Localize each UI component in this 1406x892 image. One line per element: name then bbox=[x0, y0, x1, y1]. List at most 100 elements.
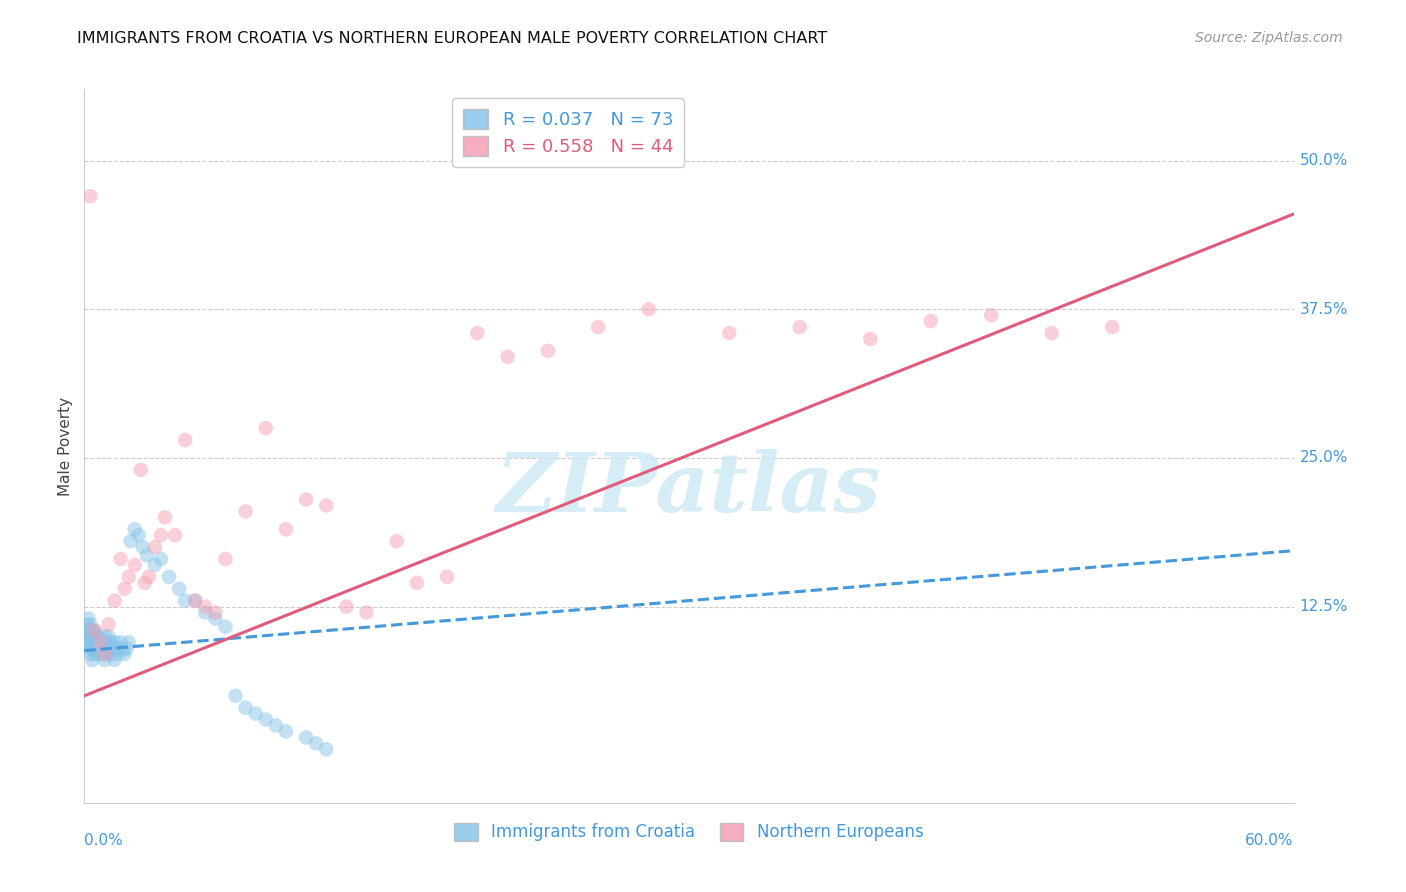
Point bbox=[114, 647, 136, 661]
Point bbox=[315, 742, 337, 756]
Point bbox=[104, 593, 127, 607]
Text: IMMIGRANTS FROM CROATIA VS NORTHERN EUROPEAN MALE POVERTY CORRELATION CHART: IMMIGRANTS FROM CROATIA VS NORTHERN EURO… bbox=[77, 31, 828, 46]
Point bbox=[295, 731, 318, 745]
Text: 60.0%: 60.0% bbox=[1246, 832, 1294, 847]
Point bbox=[83, 635, 105, 649]
Point bbox=[274, 522, 297, 536]
Point bbox=[274, 724, 297, 739]
Point bbox=[79, 647, 101, 661]
Point bbox=[75, 629, 97, 643]
Point bbox=[295, 492, 318, 507]
Point bbox=[235, 700, 257, 714]
Point bbox=[214, 552, 236, 566]
Point bbox=[356, 606, 378, 620]
Point bbox=[86, 643, 108, 657]
Point bbox=[194, 606, 217, 620]
Point bbox=[75, 635, 97, 649]
Legend: Immigrants from Croatia, Northern Europeans: Immigrants from Croatia, Northern Europe… bbox=[447, 816, 931, 848]
Point bbox=[149, 528, 172, 542]
Point bbox=[79, 641, 101, 656]
Text: ZIPatlas: ZIPatlas bbox=[496, 449, 882, 529]
Point bbox=[305, 736, 328, 750]
Point bbox=[335, 599, 357, 614]
Point bbox=[128, 528, 150, 542]
Point bbox=[105, 647, 128, 661]
Point bbox=[79, 617, 101, 632]
Point bbox=[82, 641, 104, 656]
Point bbox=[89, 635, 111, 649]
Point bbox=[82, 635, 104, 649]
Point bbox=[107, 641, 129, 656]
Text: Source: ZipAtlas.com: Source: ZipAtlas.com bbox=[1195, 31, 1343, 45]
Point bbox=[93, 629, 115, 643]
Point bbox=[124, 558, 146, 572]
Point bbox=[100, 647, 122, 661]
Point bbox=[100, 635, 122, 649]
Text: 0.0%: 0.0% bbox=[84, 832, 124, 847]
Point bbox=[143, 540, 166, 554]
Point bbox=[79, 629, 101, 643]
Point bbox=[194, 599, 217, 614]
Point bbox=[1101, 320, 1123, 334]
Point bbox=[110, 552, 132, 566]
Point bbox=[204, 606, 226, 620]
Point bbox=[153, 510, 176, 524]
Point bbox=[79, 189, 101, 203]
Point bbox=[157, 570, 180, 584]
Point bbox=[96, 635, 118, 649]
Point bbox=[87, 641, 110, 656]
Point bbox=[588, 320, 610, 334]
Point bbox=[101, 641, 124, 656]
Point bbox=[77, 611, 100, 625]
Text: 12.5%: 12.5% bbox=[1299, 599, 1348, 614]
Point bbox=[91, 635, 114, 649]
Point bbox=[235, 504, 257, 518]
Point bbox=[82, 624, 104, 638]
Point bbox=[184, 593, 207, 607]
Point bbox=[214, 620, 236, 634]
Point bbox=[104, 653, 127, 667]
Point bbox=[86, 629, 108, 643]
Point bbox=[264, 718, 287, 732]
Point bbox=[436, 570, 458, 584]
Point bbox=[254, 713, 277, 727]
Point bbox=[385, 534, 408, 549]
Point bbox=[115, 641, 138, 656]
Point bbox=[111, 643, 134, 657]
Point bbox=[93, 647, 115, 661]
Point bbox=[467, 326, 489, 340]
Point bbox=[93, 653, 115, 667]
Point bbox=[110, 635, 132, 649]
Point bbox=[89, 635, 111, 649]
Point bbox=[82, 653, 104, 667]
Point bbox=[97, 617, 120, 632]
Point bbox=[114, 582, 136, 596]
Point bbox=[225, 689, 247, 703]
Point bbox=[120, 534, 142, 549]
Point bbox=[789, 320, 811, 334]
Text: 25.0%: 25.0% bbox=[1299, 450, 1348, 466]
Point bbox=[77, 635, 100, 649]
Point bbox=[96, 647, 118, 661]
Point bbox=[89, 643, 111, 657]
Text: 37.5%: 37.5% bbox=[1299, 301, 1348, 317]
Point bbox=[77, 629, 100, 643]
Point bbox=[204, 611, 226, 625]
Point bbox=[75, 617, 97, 632]
Point bbox=[97, 629, 120, 643]
Point bbox=[77, 641, 100, 656]
Point bbox=[138, 570, 160, 584]
Point bbox=[83, 624, 105, 638]
Point bbox=[86, 635, 108, 649]
Point bbox=[859, 332, 882, 346]
Point bbox=[184, 593, 207, 607]
Point bbox=[174, 433, 197, 447]
Point bbox=[132, 540, 155, 554]
Point bbox=[91, 647, 114, 661]
Point bbox=[1040, 326, 1063, 340]
Point bbox=[167, 582, 190, 596]
Point bbox=[129, 463, 152, 477]
Point bbox=[174, 593, 197, 607]
Point bbox=[149, 552, 172, 566]
Point bbox=[254, 421, 277, 435]
